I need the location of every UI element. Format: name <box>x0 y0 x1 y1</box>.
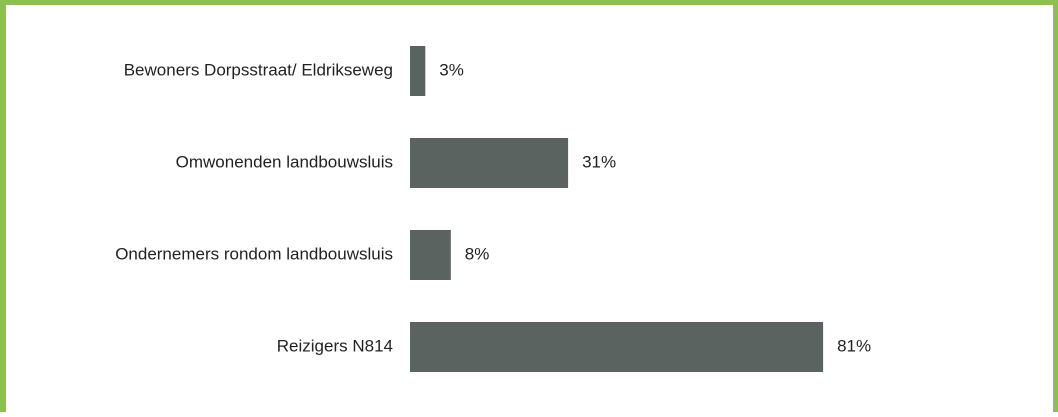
bar <box>410 322 824 372</box>
frame-right <box>1053 0 1058 412</box>
value-label: 8% <box>465 244 490 263</box>
bar <box>410 230 451 280</box>
bar <box>410 138 569 188</box>
bar <box>410 46 426 96</box>
category-label: Reizigers N814 <box>277 336 393 355</box>
category-label: Ondernemers rondom landbouwsluis <box>115 244 393 263</box>
category-label: Omwonenden landbouwsluis <box>176 152 393 171</box>
frame-left <box>0 0 6 412</box>
value-label: 31% <box>582 152 616 171</box>
value-label: 81% <box>837 336 871 355</box>
value-label: 3% <box>439 60 464 79</box>
frame-top <box>0 0 1058 5</box>
category-label: Bewoners Dorpsstraat/ Eldrikseweg <box>124 60 393 79</box>
